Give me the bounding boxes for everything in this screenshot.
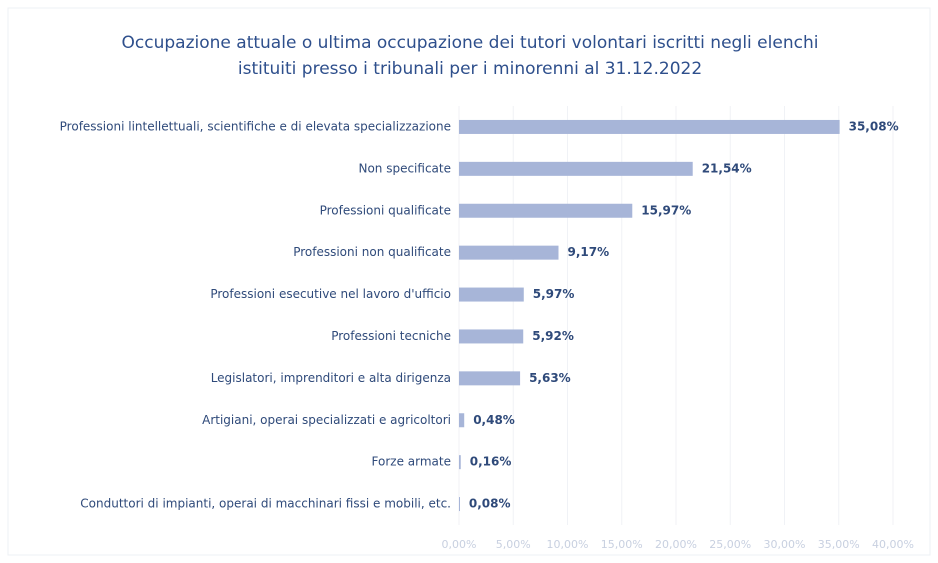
y-tick-label: Professioni qualificate [320, 203, 451, 217]
bar [459, 287, 524, 302]
bar [459, 329, 524, 344]
chart-title: Occupazione attuale o ultima occupazione… [121, 33, 819, 79]
y-tick-label: Professioni tecniche [331, 329, 451, 343]
data-label: 21,54% [702, 161, 752, 175]
data-label: 0,16% [470, 455, 512, 469]
y-tick-label: Professioni non qualificate [293, 245, 451, 259]
y-tick-label: Legislatori, imprenditori e alta dirigen… [211, 371, 451, 385]
x-tick-label: 35,00% [818, 538, 860, 551]
y-tick-label: Non specificate [358, 161, 451, 175]
x-tick-label: 0,00% [442, 538, 477, 551]
data-label: 0,08% [469, 497, 511, 511]
bar [459, 371, 521, 386]
data-label: 15,97% [641, 203, 691, 217]
data-label: 5,97% [533, 287, 575, 301]
data-label: 0,48% [473, 413, 515, 427]
bar [459, 161, 693, 176]
data-label: 9,17% [567, 245, 609, 259]
data-label: 5,63% [529, 371, 571, 385]
data-label: 35,08% [849, 119, 899, 133]
x-tick-label: 25,00% [709, 538, 751, 551]
x-tick-label: 30,00% [764, 538, 806, 551]
x-tick-label: 5,00% [496, 538, 531, 551]
y-tick-label: Forze armate [372, 455, 451, 469]
y-tick-label: Conduttori di impianti, operai di macchi… [80, 497, 451, 511]
y-tick-label: Professioni esecutive nel lavoro d'uffic… [210, 287, 451, 301]
x-tick-label: 15,00% [601, 538, 643, 551]
bar [459, 455, 461, 470]
chart-frame [7, 7, 931, 556]
bar [459, 497, 460, 512]
y-tick-label: Artigiani, operai specializzati e agrico… [202, 413, 451, 427]
data-label: 5,92% [532, 329, 574, 343]
x-tick-label: 20,00% [655, 538, 697, 551]
bar [459, 203, 633, 218]
x-tick-label: 40,00% [872, 538, 914, 551]
y-tick-label: Professioni lintellettuali, scientifiche… [60, 119, 451, 133]
bar [459, 245, 559, 260]
bar [459, 413, 465, 428]
x-tick-label: 10,00% [547, 538, 589, 551]
bar [459, 119, 840, 134]
